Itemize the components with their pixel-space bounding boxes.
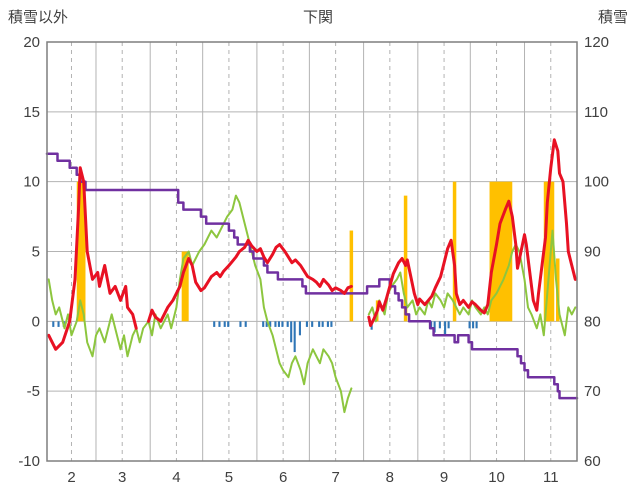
blue-bars-bar <box>305 321 308 327</box>
left-tick-label: 0 <box>32 313 40 330</box>
blue-bars-bar <box>472 321 475 329</box>
left-tick-label: -5 <box>27 383 40 400</box>
x-tick-label: 8 <box>386 469 394 486</box>
orange-bars-bar <box>543 181 555 322</box>
left-axis-title: 積雪以外 <box>8 9 69 26</box>
orange-bars-bar <box>76 181 86 322</box>
x-tick-label: 5 <box>225 469 233 486</box>
blue-bars-bar <box>311 321 314 327</box>
right-tick-label: 120 <box>584 34 609 51</box>
blue-bars-bar <box>213 321 216 327</box>
x-tick-label: 9 <box>440 469 448 486</box>
blue-bars-bar <box>444 321 447 336</box>
left-tick-label: -10 <box>18 453 40 470</box>
blue-bars-bar <box>433 321 436 333</box>
orange-bars-bar <box>181 251 189 322</box>
plot-border <box>46 41 578 462</box>
x-tick-label: 3 <box>118 469 126 486</box>
orange-bars-bar <box>489 181 513 322</box>
orange-bars-bar <box>452 181 457 322</box>
red-line <box>47 166 138 351</box>
blue-bars-bar <box>281 321 284 327</box>
x-tick-label: 4 <box>172 469 180 486</box>
blue-bars-bar <box>298 321 301 336</box>
x-tick-label: 7 <box>331 469 339 486</box>
blue-bars-bar <box>244 321 247 327</box>
right-tick-label: 70 <box>584 383 601 400</box>
blue-bars-bar <box>326 321 329 327</box>
blue-bars-bar <box>293 321 296 353</box>
blue-bars-bar <box>438 321 441 329</box>
blue-bars-bar <box>57 321 60 327</box>
blue-bars-bar <box>262 321 265 327</box>
right-tick-label: 80 <box>584 313 601 330</box>
green-line <box>47 194 353 414</box>
blue-bars-bar <box>223 321 226 327</box>
blue-bars-bar <box>277 321 280 327</box>
right-axis-title: 積雪 <box>597 9 628 26</box>
blue-bars-bar <box>218 321 221 327</box>
orange-bars-bar <box>403 195 408 322</box>
right-tick-label: 110 <box>584 104 608 121</box>
x-tick-label: 10 <box>488 469 505 486</box>
red-line <box>147 238 353 323</box>
blue-bars-bar <box>227 321 230 327</box>
blue-bars-bar <box>447 321 450 329</box>
left-tick-label: 20 <box>23 34 40 51</box>
left-tick-label: 15 <box>23 104 40 121</box>
left-tick-label: 10 <box>23 174 40 191</box>
chart-title: 下関 <box>302 9 333 26</box>
left-tick-label: 5 <box>32 244 40 261</box>
blue-bars-bar <box>468 321 471 329</box>
blue-bars-bar <box>475 321 478 329</box>
blue-bars-bar <box>286 321 289 327</box>
red-line <box>367 138 577 327</box>
blue-bars-bar <box>330 321 333 327</box>
purple-step-line <box>45 152 579 400</box>
blue-bars-bar <box>239 321 242 327</box>
blue-bars-bar <box>318 321 321 327</box>
blue-bars-bar <box>269 321 272 327</box>
x-tick-label: 11 <box>543 469 559 486</box>
right-tick-label: 100 <box>584 174 609 191</box>
blue-bars-bar <box>321 321 324 327</box>
blue-bars-bar <box>290 321 293 343</box>
x-tick-label: 6 <box>279 469 287 486</box>
blue-bars-bar <box>265 321 268 327</box>
blue-bars-bar <box>52 321 55 327</box>
right-tick-label: 90 <box>584 244 601 261</box>
blue-bars-bar <box>274 321 277 327</box>
x-tick-label: 2 <box>67 469 75 486</box>
right-tick-label: 60 <box>584 453 601 470</box>
orange-bars-bar <box>349 230 354 322</box>
